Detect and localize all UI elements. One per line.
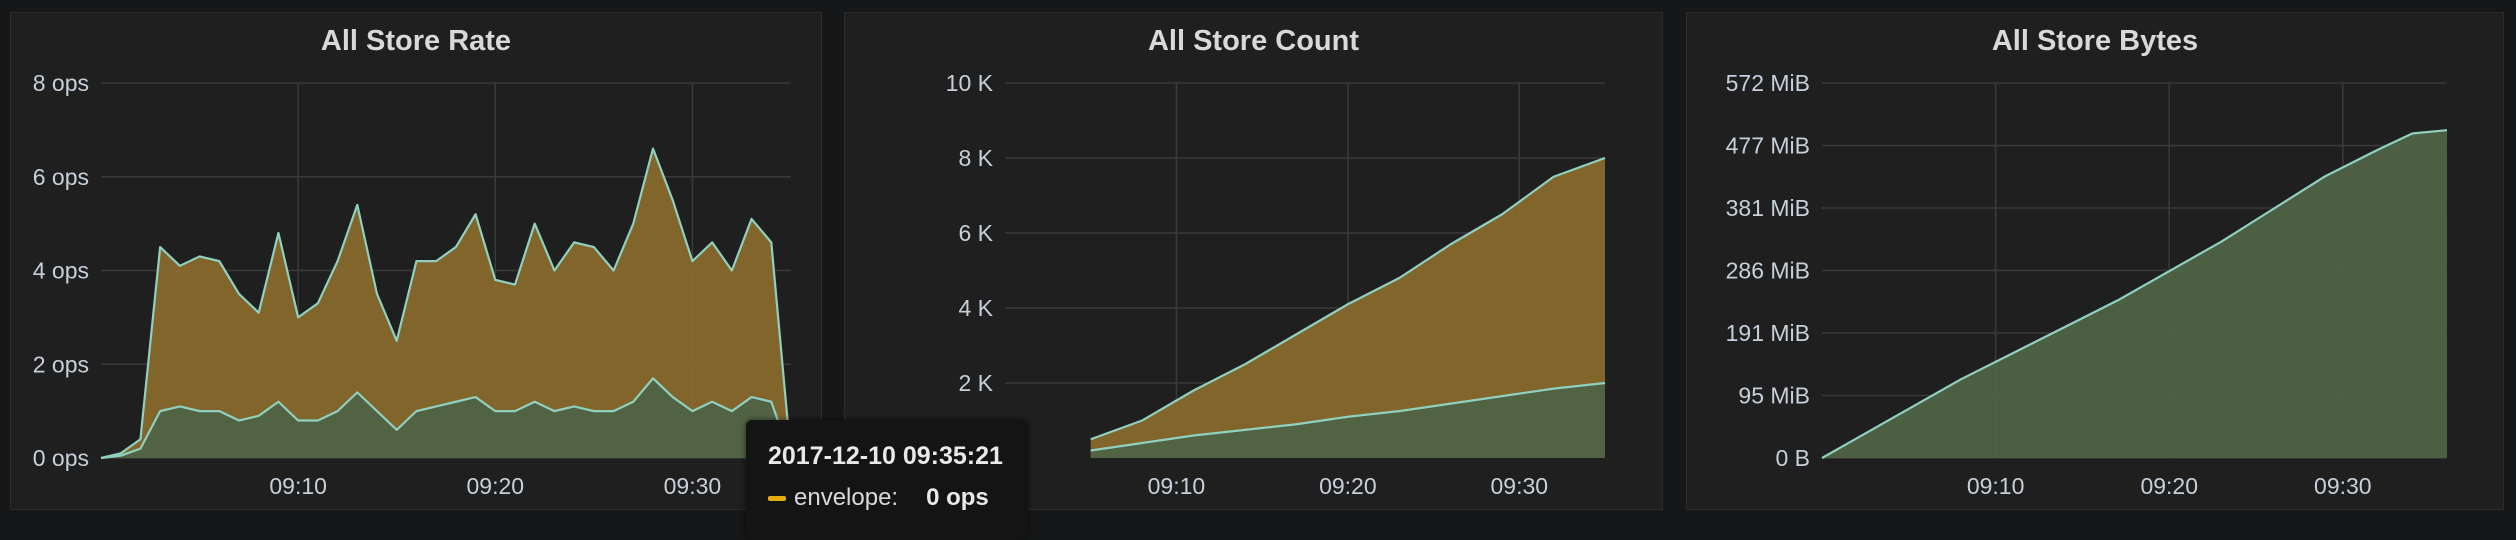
panel-all-store-bytes: All Store Bytes 0 B 95 MiB 191 MiB 286 MiB 3… [1686,12,2504,510]
panel-all-store-count: All Store Count 2 K 4 K 6 K 8 K 10 K 09:10 09:… [844,12,1663,510]
series-color-swatch [768,495,786,501]
y-tick-label: 477 MiB [1726,133,1810,159]
hover-tooltip: 2017-12-10 09:35:21 envelope: 0 ops [746,420,1028,540]
y-tick-label: 572 MiB [1726,70,1810,96]
panel-title[interactable]: All Store Count [1147,25,1360,57]
series-line [100,147,793,460]
tooltip-series-row: envelope: 0 ops [768,484,989,512]
panel-title[interactable]: All Store Bytes [1991,25,2199,57]
y-tick-label: 8 ops [33,70,89,96]
x-tick-label: 09:10 [269,473,327,499]
y-tick-label: 10 K [946,70,994,96]
all-store-bytes-chart: 0 B 95 MiB 191 MiB 286 MiB 381 MiB 477 MiB 572… [1726,70,2448,499]
tooltip-value: 0 ops [926,484,989,511]
series-area [101,378,791,458]
panel-all-store-rate: All Store Rate 0 ops 2 ops 4 ops 6 ops 8 ops… [10,12,822,510]
series-area [1090,383,1605,458]
x-tick-label: 09:30 [2314,473,2372,499]
x-tick-label: 09:30 [664,473,722,499]
series-area [101,148,791,458]
all-store-rate-chart: 0 ops 2 ops 4 ops 6 ops 8 ops 09:10 09:20 09:30 [33,70,793,499]
series-area [1822,130,2447,458]
tooltip-timestamp: 2017-12-10 09:35:21 [768,442,1003,470]
y-tick-label: 4 ops [33,258,89,284]
x-tick-label: 09:10 [1967,473,2025,499]
x-tick-label: 09:20 [467,473,525,499]
y-tick-label: 0 B [1775,445,1810,471]
x-tick-label: 09:20 [1319,473,1377,499]
y-tick-label: 286 MiB [1726,258,1810,284]
x-tick-label: 09:30 [1491,473,1549,499]
tooltip-series-name: envelope: [794,484,899,511]
y-tick-label: 381 MiB [1726,195,1810,221]
y-tick-label: 0 ops [33,445,89,471]
all-store-count-chart: 2 K 4 K 6 K 8 K 10 K 09:10 09:20 09:30 [946,70,1606,499]
y-tick-label: 4 K [958,295,993,321]
series-line [1090,381,1606,452]
x-tick-label: 09:20 [2140,473,2198,499]
series-area [1090,158,1605,458]
x-tick-label: 09:10 [1148,473,1206,499]
panel-title[interactable]: All Store Rate [320,25,512,57]
y-tick-label: 6 K [958,220,993,246]
series-line [100,377,793,460]
y-tick-label: 191 MiB [1726,320,1810,346]
series-line [1821,129,2448,459]
y-tick-label: 6 ops [33,164,89,190]
y-tick-label: 95 MiB [1738,383,1810,409]
y-tick-label: 2 K [958,370,993,396]
y-tick-label: 2 ops [33,351,89,377]
series-line [1090,156,1606,441]
y-tick-label: 8 K [958,145,993,171]
